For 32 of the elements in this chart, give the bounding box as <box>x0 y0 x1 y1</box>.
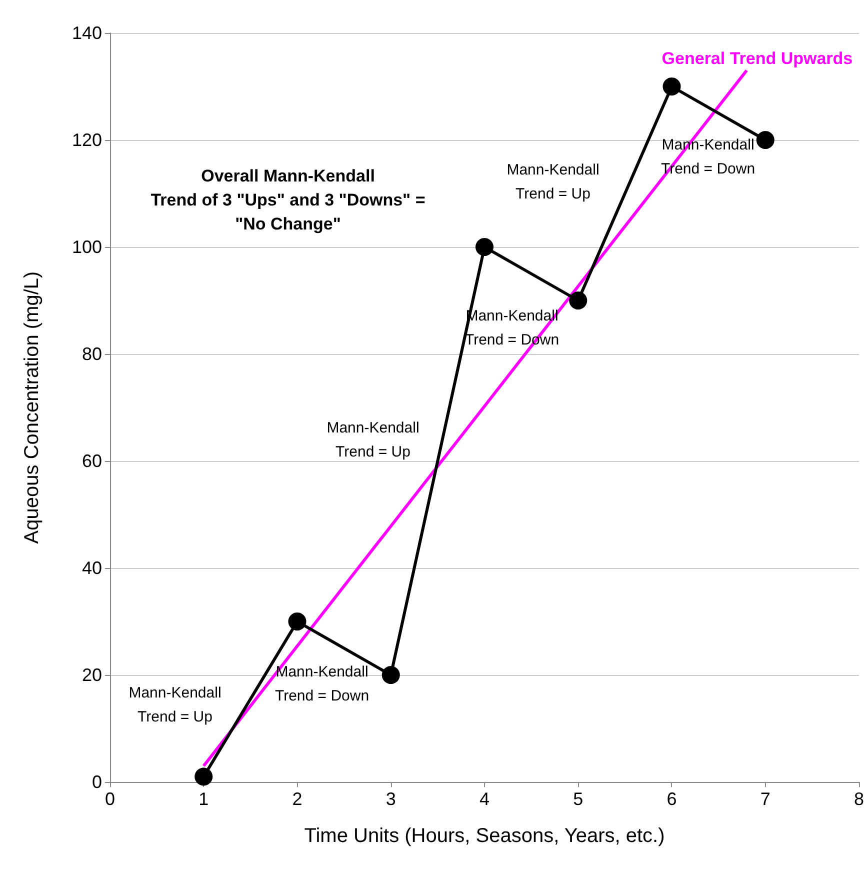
x-tick-label: 7 <box>760 789 770 809</box>
point <box>569 292 588 310</box>
x-tick-label: 5 <box>573 789 584 809</box>
y-tick-label: 120 <box>72 130 102 150</box>
point <box>382 666 400 684</box>
x-tick-label: 4 <box>479 789 490 809</box>
y-tick-label: 80 <box>82 344 102 364</box>
series-label: General Trend Upwards <box>662 48 853 68</box>
annotation: Mann-Kendall Trend = Up <box>128 684 222 726</box>
y-tick-label: 0 <box>92 772 102 792</box>
y-axis-title: Aqueous Concentration (mg/L) <box>21 271 43 544</box>
y-tick-label: 20 <box>82 665 102 685</box>
y-tick-label: 140 <box>72 23 102 43</box>
y-tick-label: 60 <box>82 451 102 471</box>
point <box>662 78 681 96</box>
point <box>756 131 774 149</box>
annotation: Mann-Kendall Trend = Up <box>506 162 600 202</box>
y-tick-label: 40 <box>82 558 102 578</box>
x-tick-label: 8 <box>854 789 864 809</box>
point <box>288 612 306 630</box>
point <box>476 238 494 256</box>
x-tick-label: 1 <box>198 789 209 809</box>
x-axis-title: Time Units (Hours, Seasons, Years, etc.) <box>304 825 665 847</box>
x-tick-label: 6 <box>666 789 677 809</box>
annotation: Mann-Kendall Trend = Down <box>274 664 370 704</box>
x-tick-label: 2 <box>292 789 302 809</box>
point <box>194 768 213 786</box>
annotation: Mann-Kendall Trend = Up <box>326 420 420 460</box>
annotation: Overall Mann-Kendall Trend of 3 "Ups" and 3 "Downs" = "No Change" <box>150 166 426 234</box>
x-tick-label: 3 <box>386 789 396 809</box>
x-tick-label: 0 <box>104 789 116 809</box>
y-tick-label: 100 <box>72 237 102 257</box>
